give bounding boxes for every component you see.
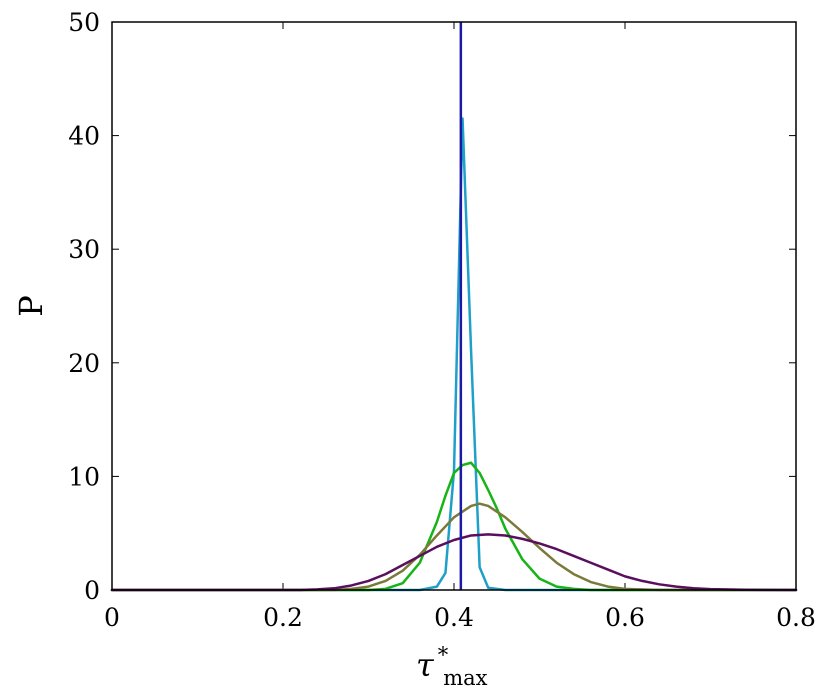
y-tick-label: 0 <box>84 576 100 605</box>
y-tick-label: 40 <box>68 122 100 151</box>
y-tick-label: 20 <box>68 349 100 378</box>
ticks-layer <box>111 21 797 591</box>
y-tick-label: 10 <box>68 462 100 491</box>
x-tick-label: 0.6 <box>605 603 645 632</box>
x-axis-label-subscript: max <box>443 666 487 690</box>
x-axis-label-symbol: τ <box>416 646 435 684</box>
x-tick-label: 0.2 <box>263 603 303 632</box>
y-axis-label: P <box>12 295 50 317</box>
x-tick-label: 0 <box>104 603 120 632</box>
x-axis-label-superscript: * <box>438 643 449 667</box>
series-line-2 <box>110 461 798 592</box>
x-axis-label: τ * max <box>416 643 488 690</box>
series-layer <box>110 117 798 592</box>
y-tick-label: 50 <box>68 8 100 37</box>
x-tick-labels: 0 0.2 0.4 0.6 0.8 <box>104 603 816 632</box>
y-tick-labels: 0 10 20 30 40 50 <box>68 8 100 605</box>
x-tick-label: 0.8 <box>776 603 816 632</box>
series-line-4 <box>110 533 798 592</box>
series-line-1 <box>110 117 798 592</box>
plot-frame <box>111 21 797 591</box>
x-tick-label: 0.4 <box>434 603 474 632</box>
series-line-3 <box>110 502 798 592</box>
y-tick-label: 30 <box>68 235 100 264</box>
